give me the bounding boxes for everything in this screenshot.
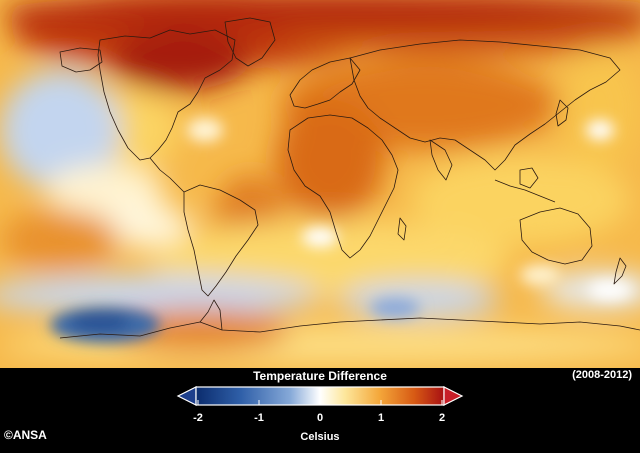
coast-japan [555, 99, 569, 127]
coast-antarctica [59, 317, 640, 339]
coast-madagascar [397, 217, 407, 241]
coast-se-asia [494, 179, 556, 203]
temperature-field [0, 0, 640, 368]
tick-label: -2 [193, 412, 203, 424]
colorbar-min-arrow [176, 386, 197, 406]
coast-central-america [149, 157, 185, 193]
coast-antarctic-peninsula [199, 299, 223, 331]
colorbar-max-arrow [443, 386, 464, 406]
tick-label: 0 [316, 412, 324, 424]
anomaly-map [0, 0, 640, 368]
coast-greenland [224, 17, 276, 67]
coastlines [59, 17, 640, 339]
coast-india [429, 139, 453, 181]
coast-south-america [183, 184, 259, 297]
coast-europe [289, 57, 361, 109]
tick-label: -1 [254, 412, 264, 424]
coast-africa [287, 114, 399, 259]
legend-panel: Temperature Difference (2008-2012) [0, 368, 640, 453]
coast-north-america [97, 29, 236, 161]
credit-watermark: ©ANSA [4, 428, 47, 442]
colorbar-ticks: -2 -1 0 1 2 [0, 412, 640, 426]
coast-australia [519, 207, 593, 265]
coast-alaska [59, 47, 103, 73]
tick-label: 2 [438, 412, 446, 424]
color-bar [176, 386, 464, 406]
coast-borneo [519, 167, 539, 189]
time-period: (2008-2012) [572, 369, 632, 381]
legend-title: Temperature Difference [253, 369, 387, 383]
legend-units: Celsius [300, 431, 340, 443]
map-svg [0, 0, 640, 368]
coast-asia [349, 39, 621, 171]
coast-new-zealand [613, 257, 627, 285]
tick-label: 1 [377, 412, 385, 424]
